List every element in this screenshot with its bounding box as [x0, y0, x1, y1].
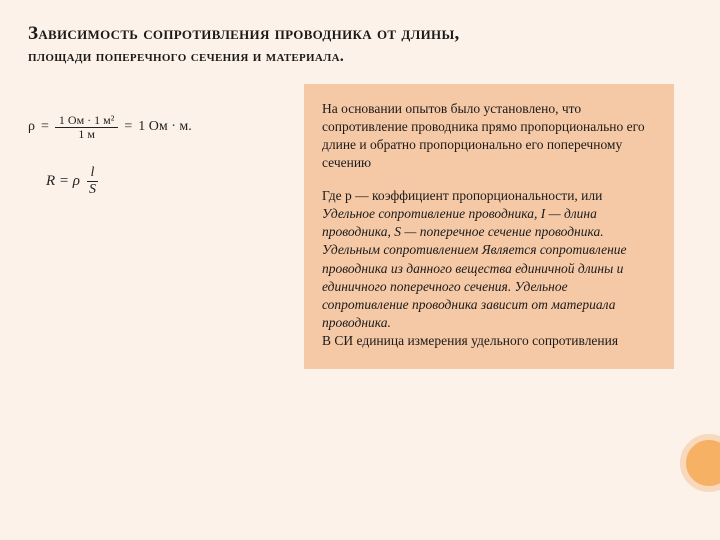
equals-2: = [124, 119, 132, 135]
title-sub: площади поперечного сечения и материала. [28, 48, 692, 66]
formula-r-lhs: R = ρ [46, 173, 80, 190]
equals-1: = [41, 119, 49, 135]
para2-si: В СИ единица измерения удельного сопроти… [322, 333, 618, 348]
title-main: Зависимость сопротивления проводника от … [28, 22, 692, 46]
formula-rho-unit: ρ = 1 Ом · 1 м² 1 м = 1 Ом · м. [28, 114, 288, 141]
fraction-2: l S [85, 165, 100, 197]
para2-intro: Где р — коэффициент пропорциональности, … [322, 188, 602, 203]
rho-symbol: ρ [28, 119, 35, 135]
paragraph-2: Где р — коэффициент пропорциональности, … [322, 187, 656, 351]
fraction-2-den: S [85, 182, 100, 197]
fraction-1-den: 1 м [74, 128, 99, 141]
content-row: ρ = 1 Ом · 1 м² 1 м = 1 Ом · м. R = ρ l … [0, 84, 720, 369]
formula-resistance: R = ρ l S [46, 165, 288, 197]
fraction-1-num: 1 Ом · 1 м² [55, 114, 118, 128]
text-column: На основании опытов было установлено, чт… [304, 84, 674, 369]
formula-column: ρ = 1 Ом · 1 м² 1 м = 1 Ом · м. R = ρ l … [28, 84, 288, 369]
decorative-circle-icon [680, 434, 720, 492]
rho-rhs: 1 Ом · м. [138, 119, 192, 135]
fraction-2-num: l [87, 165, 99, 181]
fraction-1: 1 Ом · 1 м² 1 м [55, 114, 118, 141]
title-block: Зависимость сопротивления проводника от … [0, 0, 720, 84]
para2-explain: Удельным сопротивлением Является сопроти… [322, 242, 627, 330]
para2-defs: Удельное сопротивление проводника, I — д… [322, 206, 604, 239]
paragraph-1: На основании опытов было установлено, чт… [322, 100, 656, 173]
